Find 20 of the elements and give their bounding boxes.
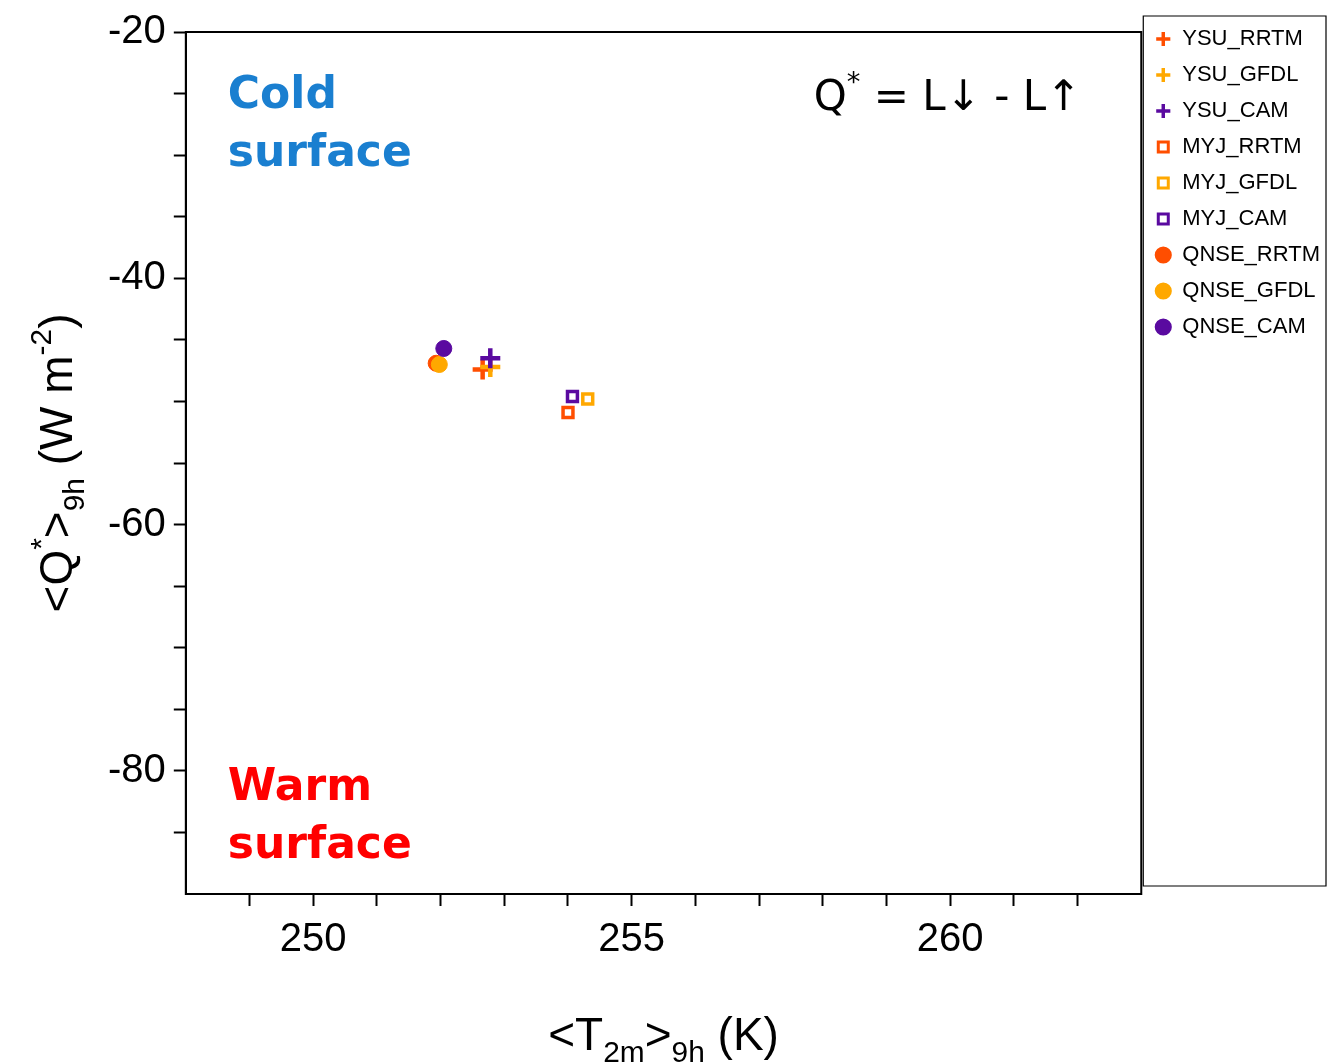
annotation: Warm surface <box>227 759 412 868</box>
legend-label: YSU_CAM <box>1182 97 1289 123</box>
y-tick-label: -80 <box>108 745 166 790</box>
y-tick-label: -20 <box>108 7 166 52</box>
x-tick-label: 255 <box>598 915 666 960</box>
annotation: Q* = L↓ - L↑ <box>813 66 1082 120</box>
legend-label: QNSE_GFDL <box>1182 277 1316 303</box>
y-axis-title: <Q*>9h (W m-2) <box>24 313 90 613</box>
x-tick-label: 250 <box>279 915 347 960</box>
legend-label: YSU_RRTM <box>1182 25 1303 51</box>
legend-label: MYJ_GFDL <box>1182 169 1298 195</box>
x-tick-label: 260 <box>916 915 984 960</box>
annotation: Cold surface <box>227 67 412 176</box>
y-tick-label: -40 <box>108 253 166 298</box>
legend-label: MYJ_CAM <box>1182 205 1288 231</box>
y-tick-label: -60 <box>108 499 166 544</box>
legend-label: YSU_GFDL <box>1182 61 1299 87</box>
legend-label: QNSE_CAM <box>1182 313 1306 339</box>
legend-label: QNSE_RRTM <box>1182 241 1321 267</box>
legend-label: MYJ_RRTM <box>1182 133 1302 159</box>
